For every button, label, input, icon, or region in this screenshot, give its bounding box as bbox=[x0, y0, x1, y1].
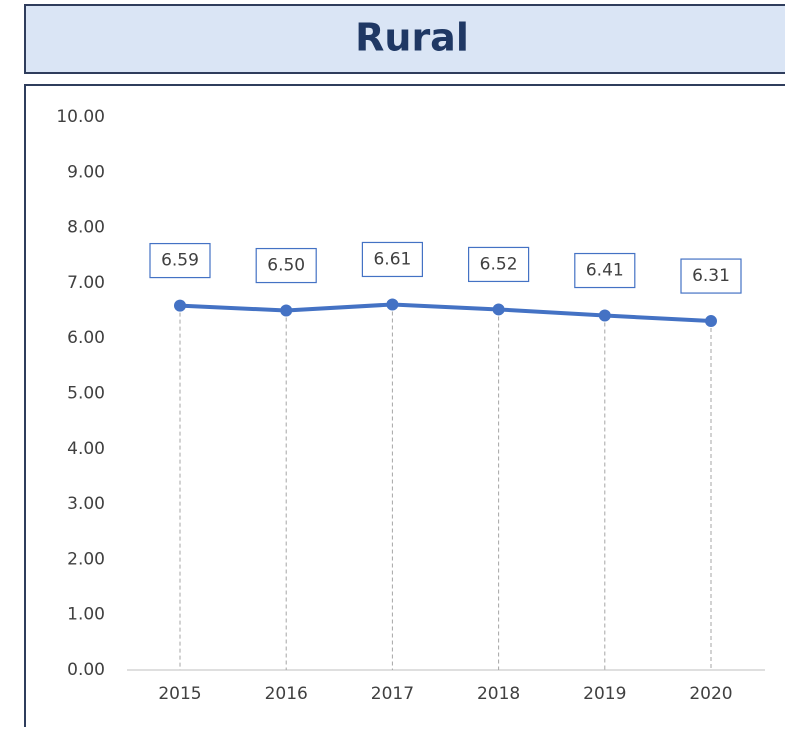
label-box bbox=[255, 247, 317, 284]
marker bbox=[705, 315, 717, 328]
y-tick-label: 6.00 bbox=[67, 328, 105, 348]
x-tick-label: 2015 bbox=[158, 684, 201, 704]
marker bbox=[386, 298, 399, 311]
data-label: 6.31 bbox=[692, 266, 730, 286]
chart-title: Rural bbox=[355, 16, 469, 60]
y-tick-label: 1.00 bbox=[67, 605, 105, 625]
x-tick-label: 2019 bbox=[583, 684, 626, 704]
marker bbox=[492, 303, 505, 316]
y-tick-label: 9.00 bbox=[67, 162, 105, 182]
marker bbox=[280, 304, 293, 317]
data-label: 6.50 bbox=[267, 256, 305, 276]
data-label: 6.61 bbox=[373, 249, 411, 269]
data-label: 6.52 bbox=[480, 254, 518, 274]
data-label: 6.41 bbox=[586, 261, 624, 281]
y-tick-label: 2.00 bbox=[67, 549, 105, 569]
data-label: 6.59 bbox=[161, 251, 199, 271]
x-tick-label: 2017 bbox=[371, 684, 414, 704]
x-tick-label: 2018 bbox=[477, 684, 520, 704]
x-tick-label: 2016 bbox=[265, 684, 308, 704]
y-tick-label: 5.00 bbox=[67, 384, 105, 404]
y-tick-label: 10.00 bbox=[56, 107, 105, 127]
label-box bbox=[149, 242, 211, 279]
label-box bbox=[361, 241, 423, 278]
label-box bbox=[468, 246, 530, 283]
x-tick-label: 2020 bbox=[689, 684, 732, 704]
marker bbox=[174, 299, 186, 312]
y-tick-label: 4.00 bbox=[67, 439, 105, 459]
chart-box bbox=[24, 84, 785, 731]
marker bbox=[598, 309, 611, 322]
y-tick-label: 0.00 bbox=[67, 660, 105, 680]
y-tick-label: 8.00 bbox=[67, 218, 105, 238]
y-tick-label: 7.00 bbox=[67, 273, 105, 293]
label-box bbox=[680, 258, 742, 294]
header-box bbox=[24, 4, 785, 74]
label-box bbox=[574, 252, 636, 289]
y-tick-label: 3.00 bbox=[67, 494, 105, 514]
line bbox=[179, 302, 712, 324]
